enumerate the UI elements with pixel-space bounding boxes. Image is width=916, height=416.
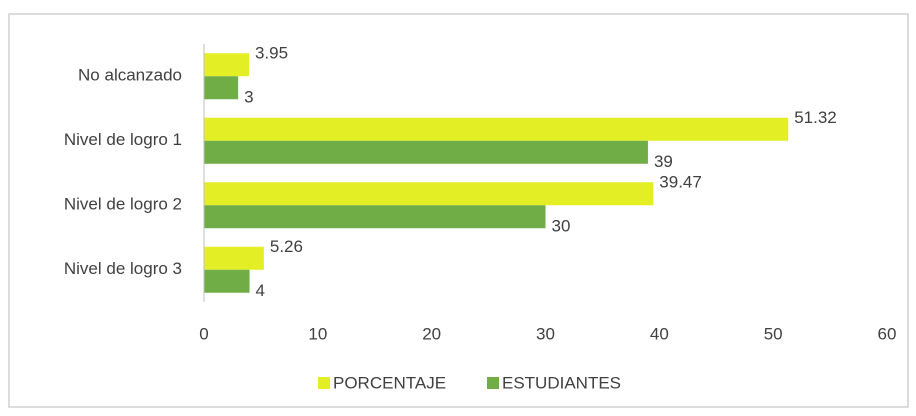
- x-tick-label: 60: [878, 324, 897, 343]
- legend-label: ESTUDIANTES: [502, 373, 621, 392]
- y-tick-label: Nivel de logro 3: [64, 259, 182, 278]
- data-label: 39.47: [659, 173, 702, 192]
- data-label: 39: [654, 152, 673, 171]
- data-label: 3.95: [255, 44, 288, 63]
- bar: [204, 53, 249, 77]
- y-tick-label: No alcanzado: [78, 66, 182, 85]
- data-label: 30: [552, 217, 571, 236]
- x-tick-label: 10: [308, 324, 327, 343]
- bar: [204, 182, 654, 206]
- legend-label: PORCENTAJE: [333, 373, 446, 392]
- bar: [204, 140, 648, 164]
- x-tick-label: 30: [536, 324, 555, 343]
- bar: [204, 76, 239, 100]
- data-label: 51.32: [794, 108, 837, 127]
- x-tick-label: 50: [764, 324, 783, 343]
- bar: [204, 246, 264, 270]
- x-tick-label: 40: [650, 324, 669, 343]
- bar: [204, 205, 546, 229]
- legend-swatch: [318, 377, 330, 389]
- data-label: 5.26: [270, 237, 303, 256]
- y-tick-label: Nivel de logro 2: [64, 195, 182, 214]
- bar: [204, 117, 789, 141]
- x-tick-label: 0: [199, 324, 208, 343]
- x-tick-label: 20: [422, 324, 441, 343]
- y-tick-label: Nivel de logro 1: [64, 130, 182, 149]
- data-label: 3: [244, 88, 253, 107]
- data-label: 4: [256, 281, 265, 300]
- legend-swatch: [487, 377, 499, 389]
- bar: [204, 269, 250, 293]
